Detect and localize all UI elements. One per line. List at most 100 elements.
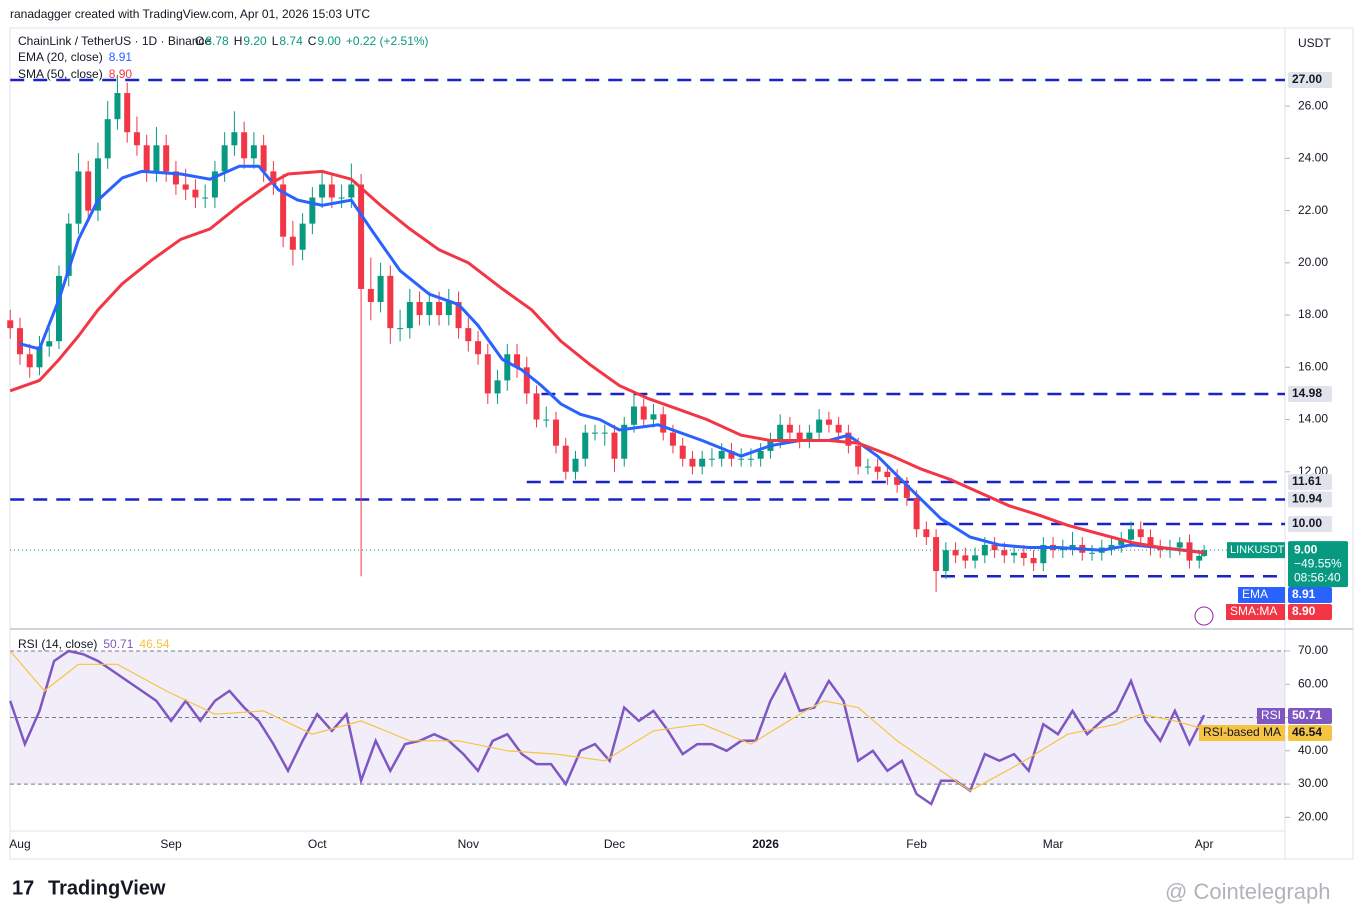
candle-body: [143, 145, 150, 172]
candle-body: [7, 320, 14, 329]
ma-short: SMA:MA: [1230, 604, 1277, 618]
line: [9, 649, 1206, 806]
candle-body: [806, 432, 813, 441]
level-label: 27.00: [1292, 72, 1322, 86]
level-label: 10.94: [1292, 492, 1322, 506]
y-tick-label: 40.00: [1298, 743, 1328, 757]
candle-body: [718, 450, 725, 459]
candle-body: [894, 477, 901, 485]
candle-body: [572, 458, 579, 472]
candle-body: [377, 275, 384, 303]
ohlc-key: L: [272, 34, 279, 48]
candle-body: [1147, 537, 1154, 548]
candle-body: [16, 328, 23, 355]
countdown: 08:56:40: [1294, 570, 1341, 584]
x-tick-label: Aug: [9, 837, 30, 851]
ohlc-value: 9.20: [243, 34, 267, 48]
candle-body: [942, 550, 949, 572]
candle-body: [601, 432, 608, 434]
candle-body: [786, 424, 793, 433]
candle-body: [426, 302, 433, 316]
candle-body: [981, 544, 988, 556]
candle-body: [1176, 542, 1183, 548]
candle-body: [553, 419, 560, 446]
candle-body: [55, 275, 62, 342]
rsi-value: 46.54: [139, 637, 169, 651]
candle-body: [75, 171, 82, 224]
x-tick-label: Sep: [160, 837, 182, 851]
ohlc-value: 9.00: [317, 34, 341, 48]
line: [19, 164, 1205, 554]
legend-name: EMA (20, close): [18, 50, 103, 64]
candle-body: [221, 145, 228, 172]
level-label-box: [1288, 385, 1332, 402]
rsi-last: 46.54: [1292, 725, 1322, 739]
candle-body: [845, 432, 852, 446]
candle-body: [484, 354, 491, 394]
last-value: 9.00: [1294, 542, 1318, 556]
candle-body: [1030, 557, 1037, 564]
candle-body: [367, 288, 374, 303]
candle-body: [65, 223, 72, 276]
candle-body: [1020, 552, 1027, 558]
candle-body: [864, 466, 871, 468]
ohlc-key: H: [234, 34, 243, 48]
candle-body: [708, 458, 715, 460]
candle-body: [1128, 529, 1135, 540]
candle-body: [85, 171, 92, 211]
candle-body: [172, 171, 179, 185]
candle-body: [46, 341, 53, 347]
candle-body: [1137, 529, 1144, 538]
y-tick-label: 30.00: [1298, 776, 1328, 790]
y-tick-label: 20.00: [1298, 255, 1328, 269]
candle-body: [153, 145, 160, 172]
candle-body: [416, 302, 423, 316]
candle-body: [445, 302, 452, 316]
level-label-box: [1288, 491, 1332, 508]
ma-short-box: [1238, 587, 1285, 603]
candle-body: [436, 302, 443, 316]
alert-icon[interactable]: [1194, 606, 1214, 626]
candle-body: [825, 419, 832, 425]
candle-body: [816, 419, 823, 433]
candle-body: [358, 184, 365, 289]
candle-body: [182, 184, 189, 190]
level-label: 11.61: [1292, 474, 1322, 488]
change: +0.22 (+2.51%): [346, 34, 429, 48]
candle-body: [514, 354, 521, 368]
ma-short: EMA: [1242, 587, 1268, 601]
x-tick-label: Oct: [308, 837, 327, 851]
candle-body: [923, 529, 930, 538]
y-tick-label: 70.00: [1298, 643, 1328, 657]
candle-body: [114, 93, 121, 120]
ma-value-box: [1288, 604, 1332, 620]
candle-body: [328, 184, 335, 198]
candle-body: [504, 354, 511, 381]
candle-body: [133, 132, 140, 146]
x-tick-label: Nov: [458, 837, 479, 851]
candle-body: [494, 380, 501, 394]
candle-body: [523, 367, 530, 394]
candle-body: [465, 328, 472, 342]
y-tick-label: 26.00: [1298, 98, 1328, 112]
y-tick-label: 16.00: [1298, 359, 1328, 373]
candle-body: [1118, 539, 1125, 545]
candle-body: [1069, 544, 1076, 548]
candle-body: [591, 432, 598, 434]
y-tick-label: 60.00: [1298, 676, 1328, 690]
last-box: [1288, 541, 1348, 588]
ohlc-value: 8.74: [279, 34, 303, 48]
y-tick-label: 18.00: [1298, 307, 1328, 321]
candle-body: [777, 424, 784, 441]
symbol: ChainLink / TetherUS · 1D · Binance: [18, 34, 212, 48]
level-label-box: [1288, 473, 1332, 490]
ma-short-box: [1226, 604, 1285, 620]
rsi-name-box: [1256, 708, 1285, 724]
candle-body: [562, 445, 569, 472]
ohlc-value: 8.78: [205, 34, 229, 48]
candle-body: [660, 414, 667, 433]
legend-name: SMA (50, close): [18, 67, 103, 81]
candle-body: [630, 406, 637, 425]
x-tick-label: 2026: [752, 837, 779, 851]
ma-value: 8.90: [1292, 604, 1316, 618]
